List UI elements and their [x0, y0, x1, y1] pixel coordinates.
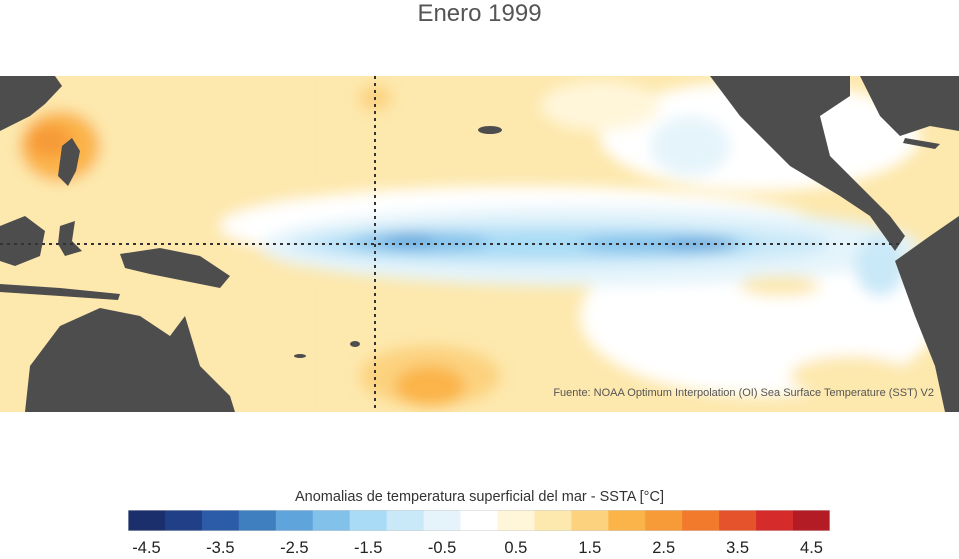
sst-anomaly-map	[0, 76, 959, 412]
land-australia	[25, 308, 235, 412]
colorbar-swatch	[793, 510, 830, 531]
colorbar-swatch	[460, 510, 498, 531]
colorbar-swatch	[645, 510, 683, 531]
colorbar-swatch	[164, 510, 203, 531]
colorbar-tick-label: -3.5	[206, 539, 235, 557]
colorbar-swatch	[128, 510, 166, 531]
land-fiji	[350, 341, 360, 347]
colorbar-tick-label: 0.5	[504, 539, 528, 557]
colorbar-swatch	[571, 510, 609, 531]
warm-anomaly-south-core	[395, 366, 465, 406]
colorbar-tick-label: -4.5	[132, 539, 161, 557]
colorbar-title: Anomalias de temperatura superficial del…	[295, 489, 664, 505]
land-asia	[0, 76, 62, 131]
land-south-america	[895, 216, 959, 412]
colorbar-tick-label: -0.5	[427, 539, 457, 557]
colorbar-swatch	[682, 510, 720, 531]
cool-anomaly-coastal	[855, 236, 905, 296]
colorbar-swatch	[201, 510, 240, 531]
colorbar-tick-label: 1.5	[578, 539, 602, 557]
colorbar-swatch	[349, 510, 388, 531]
neutral-north	[540, 81, 660, 131]
colorbar-tick-label: 2.5	[652, 539, 676, 557]
colorbar-swatch	[312, 510, 351, 531]
land-borneo	[0, 216, 45, 266]
colorbar-tick-label: 4.5	[800, 539, 823, 557]
warm-anomaly-eq-east	[740, 276, 820, 296]
colorbar-swatch	[423, 510, 462, 531]
colorbar-tick-label: -1.5	[353, 539, 383, 557]
land-gulf-coast	[860, 76, 959, 136]
land-philippines	[58, 138, 80, 186]
colorbar-swatch	[386, 510, 425, 531]
colorbar-swatch	[238, 510, 277, 531]
colorbar-swatch	[608, 510, 646, 531]
land-hawaii	[478, 126, 502, 134]
colorbar-swatch	[275, 510, 314, 531]
colorbar-tick-label: 3.5	[726, 539, 750, 557]
colorbar	[128, 510, 830, 531]
warm-anomaly-philippines-core	[28, 125, 72, 157]
warm-anomaly-southeast	[790, 356, 910, 396]
colorbar-ticks: -4.5 -3.5 -2.5 -1.5 -0.5 0.5 1.5 2.5 3.5 4.5	[0, 539, 959, 559]
land-cuba	[903, 138, 940, 149]
map-title: Enero 1999	[417, 0, 542, 27]
colorbar-swatch	[497, 510, 535, 531]
cool-anomaly-northeast	[650, 116, 730, 176]
land-new-guinea	[120, 248, 230, 288]
land-sulawesi	[58, 221, 82, 256]
land-new-caledonia	[294, 354, 306, 358]
colorbar-tick-label: -2.5	[280, 539, 309, 557]
colorbar-swatch	[719, 510, 757, 531]
land-indonesia-south	[0, 284, 120, 300]
data-source-note: Fuente: NOAA Optimum Interpolation (OI) …	[553, 387, 934, 399]
colorbar-swatch	[534, 510, 572, 531]
colorbar-swatch	[756, 510, 794, 531]
land-north-america	[710, 76, 905, 251]
